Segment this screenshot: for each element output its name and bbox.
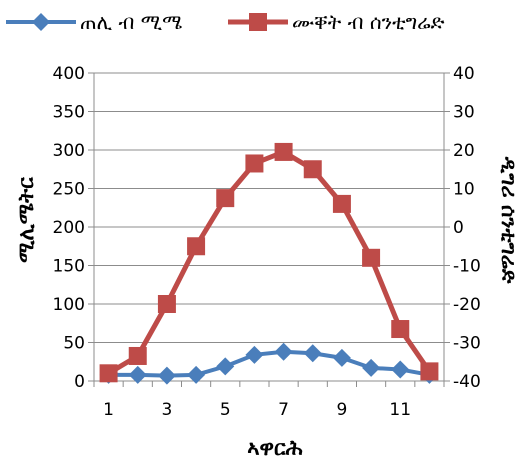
x-tick-label-1: 3 [162,400,173,420]
y-left-tick-label-7: 350 [53,103,85,123]
y-left-tick-label-1: 50 [63,334,85,354]
y-right-tick-label-3: -10 [453,257,481,277]
y-left-tick-label-6: 300 [53,141,85,161]
grid [94,72,444,382]
series-line-0 [108,349,430,378]
series-0-point-3 [187,365,206,384]
series-1-point-5 [245,154,264,173]
series-0-point-6 [274,342,293,361]
y-right-tick-label-2: -20 [453,295,481,315]
series-1-point-11 [420,362,439,381]
x-tick-label-2: 5 [220,400,231,420]
series-1-point-3 [187,237,206,256]
x-tick-label-5: 11 [389,400,411,420]
series-0-point-9 [362,358,381,377]
x-tick-label-4: 9 [337,400,348,420]
x-axis-title: ኣዋርሕ [247,436,303,460]
series-1-point-4 [216,189,235,208]
legend-label-0: ጠሊ ብ ሚሜ [80,10,182,34]
series-0-point-4 [216,357,235,376]
y-left-tick-label-8: 400 [53,64,85,84]
x-tick-label-3: 7 [278,400,289,420]
y-axis-right-title: ዲግሪ ሰንቲግሬድ [497,156,521,284]
legend-marker-1 [249,13,267,31]
y-right-tick-label-7: 30 [453,103,475,123]
series-1-point-10 [391,320,410,339]
series-layer [99,142,439,385]
y-right-tick-label-8: 40 [453,64,475,84]
series-0-point-8 [332,348,351,367]
series-1-point-7 [303,160,322,179]
series-1-point-6 [274,142,293,161]
series-1-point-2 [157,295,176,313]
series-0-point-1 [128,365,147,384]
y-left-tick-label-4: 200 [53,218,85,238]
axes: 0 50 100 150 200 250 300 350 400 -40 -30 -20 -10 0 10 2… [53,64,481,420]
y-right-tick-label-5: 10 [453,180,475,200]
y-right-tick-label-4: 0 [453,218,464,238]
legend-label-1: ሙቐት ብ ሰንቲግሬድ [292,10,445,34]
series-0-point-5 [245,345,264,364]
legend: ጠሊ ብ ሚሜ ሙቐት ብ ሰንቲግሬድ [6,10,445,34]
y-left-tick-label-0: 0 [74,372,85,392]
y-left-tick-label-3: 150 [53,257,85,277]
y-left-tick-label-5: 250 [53,180,85,200]
series-1-point-0 [99,364,118,383]
legend-marker-0 [32,13,50,31]
y-right-tick-label-6: 20 [453,141,475,161]
x-tick-label-0: 1 [103,400,114,420]
y-axis-left-title: ሚሊሜትር [14,177,38,263]
series-1-point-8 [332,194,351,213]
series-0-point-2 [157,366,176,385]
series-0-point-10 [391,360,410,379]
y-right-tick-label-1: -30 [453,334,481,354]
series-0-point-7 [303,344,322,363]
series-1-point-1 [128,346,147,365]
series-line-1 [107,149,432,376]
series-1-point-9 [362,248,381,267]
y-left-tick-label-2: 100 [53,295,85,315]
y-right-tick-label-0: -40 [453,372,481,392]
